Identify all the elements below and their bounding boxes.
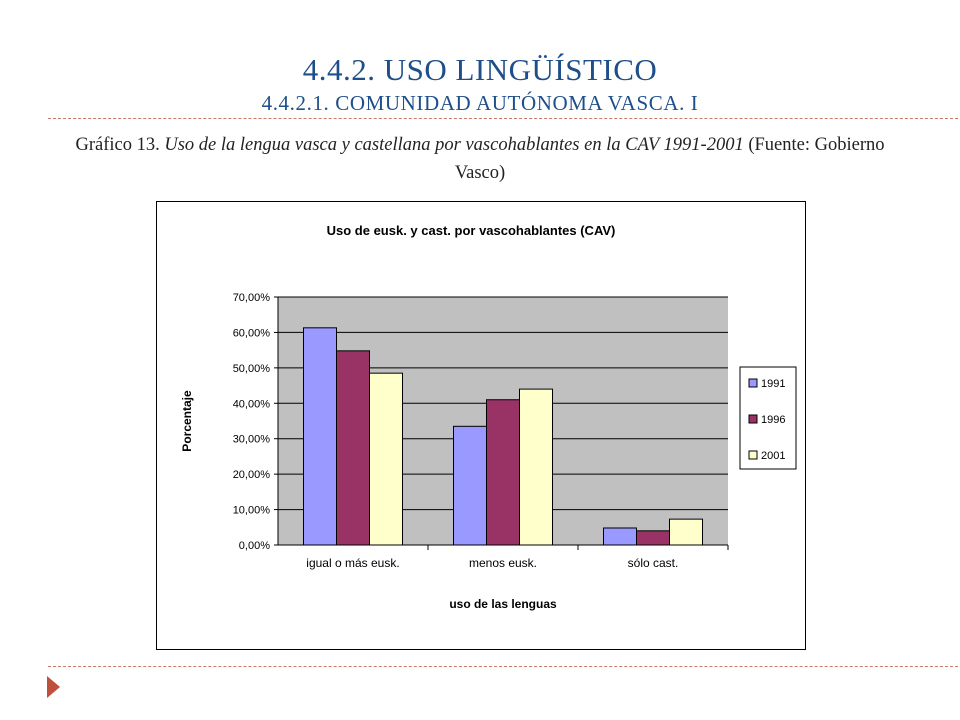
y-tick-label: 60,00% (233, 327, 271, 339)
bar-1996 (636, 530, 670, 546)
caption-text: Uso de la lengua vasca y castellana por … (164, 135, 744, 155)
chart-title: Uso de eusk. y cast. por vascohablantes … (327, 223, 616, 238)
x-tick-label: menos eusk. (469, 556, 537, 570)
bar-1991 (303, 327, 337, 546)
chart-area: Uso de eusk. y cast. por vascohablantes … (156, 201, 806, 650)
y-tick-label: 40,00% (233, 398, 271, 410)
caption-label: Gráfico 13. (75, 135, 160, 155)
y-axis-label: Porcentaje (180, 390, 194, 452)
bar-1996 (486, 399, 520, 546)
y-tick-label: 70,00% (233, 292, 271, 304)
x-tick-label: igual o más eusk. (306, 556, 399, 570)
legend-label-1991: 1991 (761, 378, 785, 390)
bottom-divider (48, 666, 960, 667)
y-tick-label: 0,00% (239, 540, 270, 552)
bar-2001 (669, 518, 703, 546)
bar-1991 (603, 527, 637, 546)
top-divider (48, 118, 960, 119)
bar-1996 (336, 350, 370, 546)
x-axis-label: uso de las lenguas (449, 597, 557, 611)
bar-2001 (519, 388, 553, 546)
slide-heading: 4.4.2. USO LINGÜÍSTICO (302, 52, 658, 87)
legend-swatch-1991 (748, 378, 758, 388)
figure-caption: Gráfico 13. Uso de la lengua vasca y cas… (70, 131, 890, 187)
slide-title: 4.4.2. USO LINGÜÍSTICO 4.4.2.1. COMUNIDA… (0, 52, 960, 116)
legend-label-2001: 2001 (761, 450, 785, 462)
legend-swatch-1996 (748, 414, 758, 424)
bullet-arrow-icon (47, 676, 60, 698)
y-tick-label: 10,00% (233, 505, 271, 517)
bar-2001 (369, 372, 403, 546)
bar-chart: Uso de eusk. y cast. por vascohablantes … (180, 223, 797, 611)
y-tick-label: 50,00% (233, 363, 271, 375)
y-tick-label: 30,00% (233, 434, 271, 446)
caption-source: (Fuente: Gobierno Vasco) (454, 135, 885, 183)
legend-label-1996: 1996 (761, 414, 785, 426)
bar-1991 (453, 425, 487, 546)
x-tick-label: sólo cast. (628, 556, 679, 570)
legend-swatch-2001 (748, 450, 758, 460)
y-tick-label: 20,00% (233, 469, 271, 481)
slide-subheading: 4.4.2.1. COMUNIDAD AUTÓNOMA VASCA. I (261, 91, 699, 115)
